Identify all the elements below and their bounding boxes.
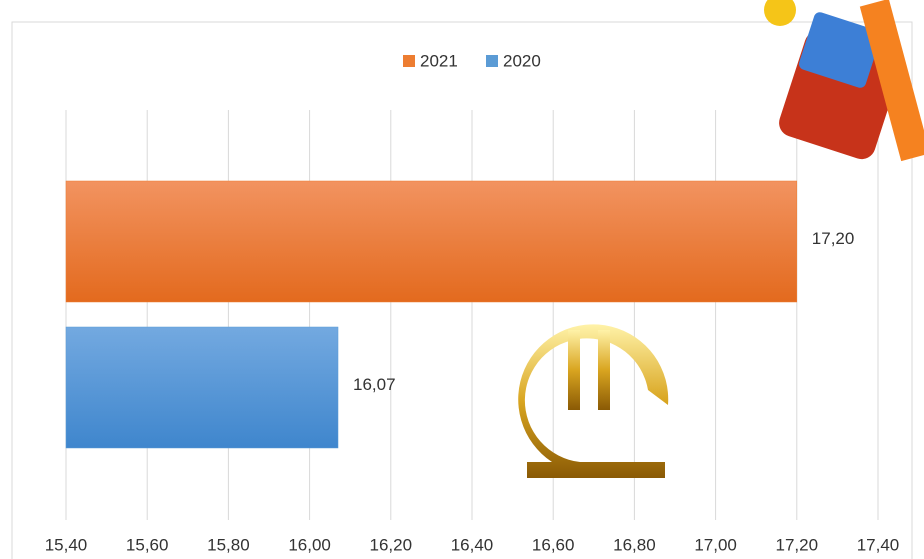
- bar: [66, 327, 338, 448]
- x-tick-label: 16,00: [288, 535, 331, 554]
- x-tick-label: 15,80: [207, 535, 250, 554]
- legend-swatch: [403, 55, 415, 67]
- data-label: 17,20: [812, 229, 855, 248]
- x-tick-label: 17,20: [776, 535, 819, 554]
- x-tick-label: 15,40: [45, 535, 88, 554]
- chart: 15,40 15,60 15,80 16,00 16,20 16,40 16,60 16,80…: [0, 0, 924, 559]
- x-tick-label: 17,40: [857, 535, 900, 554]
- x-tick-label: 16,40: [451, 535, 494, 554]
- legend-label: 2020: [503, 51, 541, 70]
- legend-label: 2021: [420, 51, 458, 70]
- x-tick-label: 16,80: [613, 535, 656, 554]
- x-tick-label: 15,60: [126, 535, 169, 554]
- bar: [66, 181, 797, 302]
- legend-swatch: [486, 55, 498, 67]
- x-tick-label: 17,00: [694, 535, 737, 554]
- x-tick-label: 16,20: [370, 535, 413, 554]
- x-tick-label: 16,60: [532, 535, 575, 554]
- data-label: 16,07: [353, 375, 396, 394]
- page: 15,40 15,60 15,80 16,00 16,20 16,40 16,60 16,80…: [0, 0, 924, 559]
